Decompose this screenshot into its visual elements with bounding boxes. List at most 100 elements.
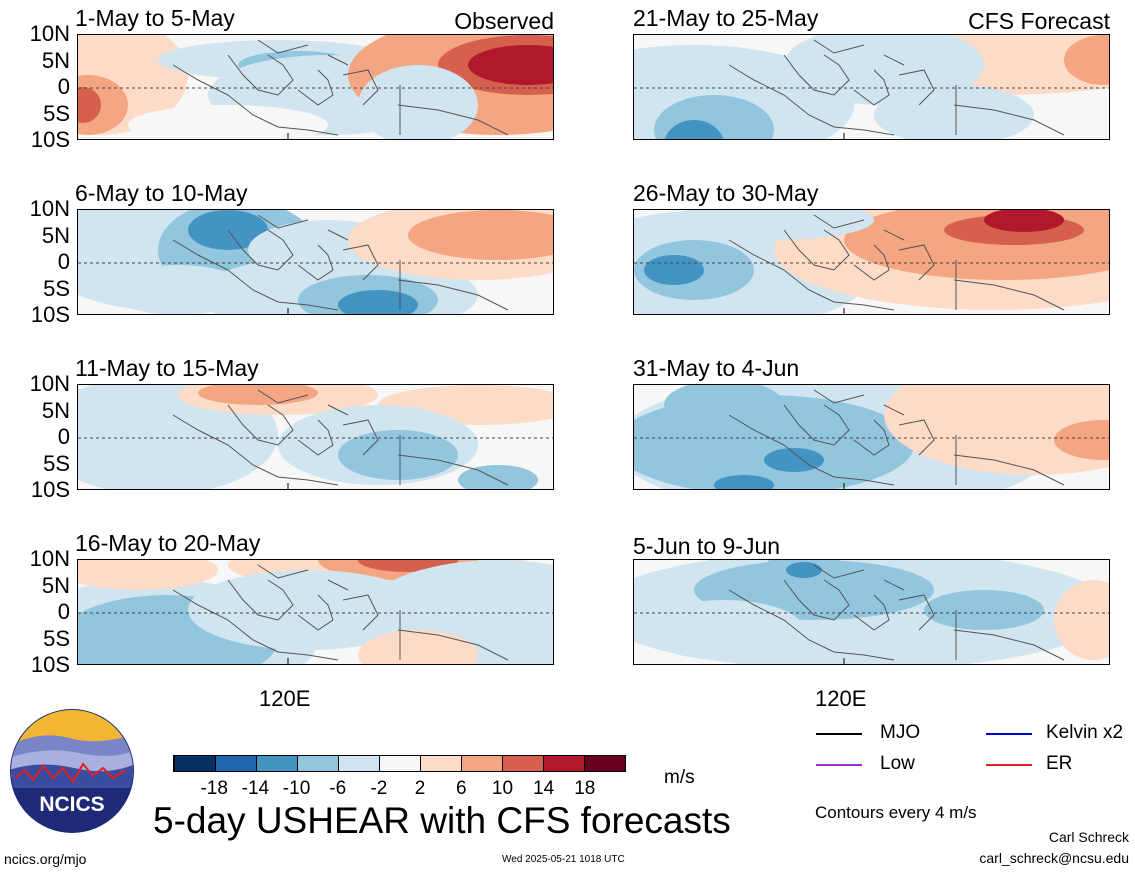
panel-title-6: 26-May to 30-May (633, 180, 819, 206)
panel-title-3: 11-May to 15-May (75, 355, 259, 381)
anomaly-blob (764, 448, 824, 472)
lat-tick-label: 5S (43, 275, 70, 301)
heatmap-panel (633, 384, 1110, 490)
lon-tick-left: 120E (259, 686, 311, 711)
panel-title-2: 6-May to 10-May (75, 180, 248, 206)
colorbar-swatch (338, 756, 379, 771)
heatmap-field (634, 385, 1109, 489)
footer-email: carl_schreck@ncsu.edu (979, 850, 1129, 866)
heatmap-panel (77, 559, 554, 665)
legend-er-label: ER (1046, 753, 1073, 774)
colorbar-tick-label: -18 (200, 778, 228, 799)
colorbar-swatch (502, 756, 543, 771)
panel-title-5: 21-May to 25-May (633, 5, 819, 31)
colorbar-tick-label: 14 (533, 778, 555, 799)
legend-kelvin-label: Kelvin x2 (1046, 722, 1124, 743)
anomaly-blob (644, 255, 704, 285)
coastline (172, 389, 509, 486)
anomaly-blob (884, 385, 1109, 475)
colorbar-tick-label: 18 (574, 778, 596, 799)
heatmap-panel (77, 34, 554, 140)
lat-tick-label: 5N (41, 572, 70, 598)
lat-tick-label: 5S (43, 100, 70, 126)
heatmap-field (78, 35, 553, 139)
heatmap-panel (633, 559, 1110, 665)
anomaly-blob (78, 87, 101, 123)
legend-mjo-line (816, 733, 862, 735)
anomaly-blob (714, 475, 774, 489)
colorbar (173, 755, 626, 772)
panel-title-7: 31-May to 4-Jun (633, 355, 800, 381)
colorbar-tick-label: 10 (491, 778, 514, 799)
lat-tick-label: 10S (30, 302, 70, 327)
anomaly-blob (128, 105, 328, 139)
legend-kelvin-line (986, 733, 1032, 735)
colorbar-tick-label: 6 (455, 778, 467, 799)
anomaly-blob (358, 65, 478, 139)
anomaly-blob (1054, 420, 1109, 460)
lon-tick-right: 120E (815, 686, 867, 711)
forecast-label: CFS Forecast (968, 8, 1110, 34)
heatmap-field (634, 560, 1109, 664)
lat-tick-label: 5S (43, 625, 70, 651)
lat-tick-label: 5N (41, 47, 70, 73)
colorbar-tick-label: -14 (241, 778, 270, 799)
heatmap-panel (77, 384, 554, 490)
anomaly-blob (108, 455, 228, 489)
anomaly-blob (458, 215, 553, 245)
colorbar-swatch (584, 756, 625, 771)
legend-low-line (816, 764, 862, 766)
heatmap-panel (633, 34, 1110, 140)
panel-title-8: 5-Jun to 9-Jun (633, 533, 781, 559)
colorbar-tick-label: -10 (282, 778, 311, 799)
panel-title-4: 16-May to 20-May (75, 530, 261, 556)
main-title: 5-day USHEAR with CFS forecasts (153, 800, 731, 841)
colorbar-unit: m/s (664, 767, 695, 788)
anomaly-blob (338, 290, 418, 314)
anomaly-blob (674, 210, 874, 240)
heatmap-field (78, 560, 553, 664)
footer-url: ncics.org/mjo (4, 851, 87, 867)
anomaly-blob (664, 120, 724, 139)
anomaly-blob (924, 590, 1044, 630)
observed-label: Observed (454, 8, 554, 34)
legend-er-line (986, 764, 1032, 766)
lat-tick-label: 10N (29, 196, 70, 221)
anomaly-blob (468, 45, 553, 85)
anomaly-blob (78, 605, 198, 664)
anomaly-blob (458, 465, 538, 489)
legend-low-label: Low (880, 753, 915, 774)
heatmap-field (634, 210, 1109, 314)
lat-tick-label: 5N (41, 222, 70, 248)
coastline (728, 389, 1065, 486)
anomaly-blob (664, 385, 784, 430)
heatmap-field (78, 385, 553, 489)
colorbar-swatch (461, 756, 502, 771)
anomaly-blob (358, 630, 478, 664)
colorbar-tick-label: -2 (370, 778, 388, 799)
lat-tick-label: 0 (57, 74, 70, 99)
anomaly-blob (78, 560, 218, 590)
lat-tick-label: 10N (29, 21, 70, 46)
coastline (728, 214, 1065, 311)
coastline (172, 39, 509, 136)
colorbar-swatch (256, 756, 297, 771)
anomaly-blob (108, 265, 248, 314)
colorbar-swatch (174, 756, 215, 771)
colorbar-tick-label: 2 (414, 778, 426, 799)
lat-tick-label: 0 (57, 424, 70, 449)
ncics-logo: NCICS (10, 709, 134, 833)
lat-tick-label: 0 (57, 249, 70, 274)
anomaly-blob (786, 562, 822, 578)
anomaly-blob (644, 600, 804, 660)
lat-tick-label: 10S (30, 477, 70, 502)
contours-note: Contours every 4 m/s (815, 803, 977, 822)
heatmap-panel (77, 209, 554, 315)
anomaly-blob (984, 210, 1064, 232)
colorbar-swatch (543, 756, 584, 771)
colorbar-tick-label: -6 (329, 778, 347, 799)
logo-text: NCICS (39, 793, 104, 816)
panel-title-1: 1-May to 5-May (75, 5, 235, 31)
lat-tick-label: 10S (30, 127, 70, 152)
colorbar-swatch (215, 756, 256, 771)
